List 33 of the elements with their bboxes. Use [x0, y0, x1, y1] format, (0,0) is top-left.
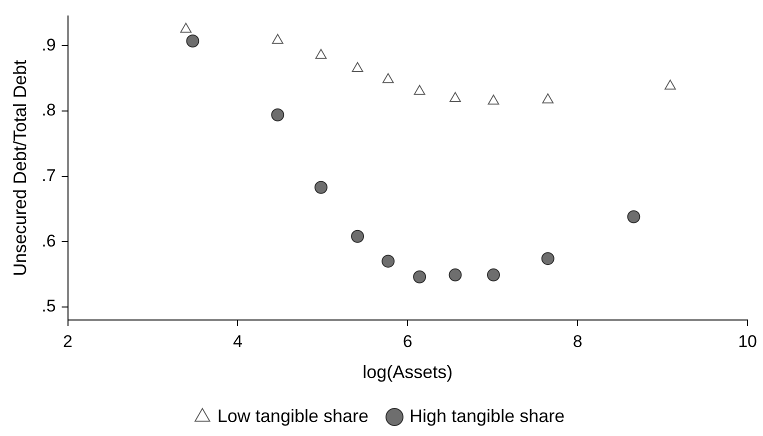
- point: [413, 270, 426, 284]
- point: [352, 62, 364, 72]
- point: [627, 210, 640, 224]
- point: [315, 48, 327, 59]
- x-tick-label: 6: [402, 332, 412, 351]
- x-tick-label: 2: [63, 332, 73, 351]
- point: [314, 180, 328, 194]
- point: [541, 252, 554, 266]
- x-axis-title: log(Assets): [362, 362, 453, 382]
- point: [542, 93, 554, 104]
- point: [486, 268, 500, 282]
- y-tick-label: .7: [42, 166, 56, 185]
- y-axis-title: Unsecured Debt/Total Debt: [10, 60, 30, 276]
- point: [271, 108, 284, 122]
- point: [450, 92, 461, 102]
- point: [448, 268, 462, 282]
- point: [488, 94, 500, 105]
- point: [382, 254, 395, 268]
- point: [351, 230, 364, 243]
- x-tick-label: 8: [572, 332, 582, 351]
- x-tick-label: 10: [738, 332, 758, 351]
- y-tick-label: .8: [42, 100, 56, 120]
- x-tick-label: 4: [232, 332, 242, 351]
- legend-label: Low tangible share: [217, 406, 369, 426]
- point: [414, 84, 426, 95]
- point: [664, 80, 676, 90]
- point: [382, 73, 394, 84]
- point: [180, 22, 192, 33]
- y-tick-label: .6: [42, 231, 56, 250]
- legend-label: High tangible share: [410, 406, 565, 426]
- y-tick-label: .9: [42, 35, 56, 54]
- point: [272, 34, 284, 44]
- y-tick-label: .5: [42, 296, 56, 316]
